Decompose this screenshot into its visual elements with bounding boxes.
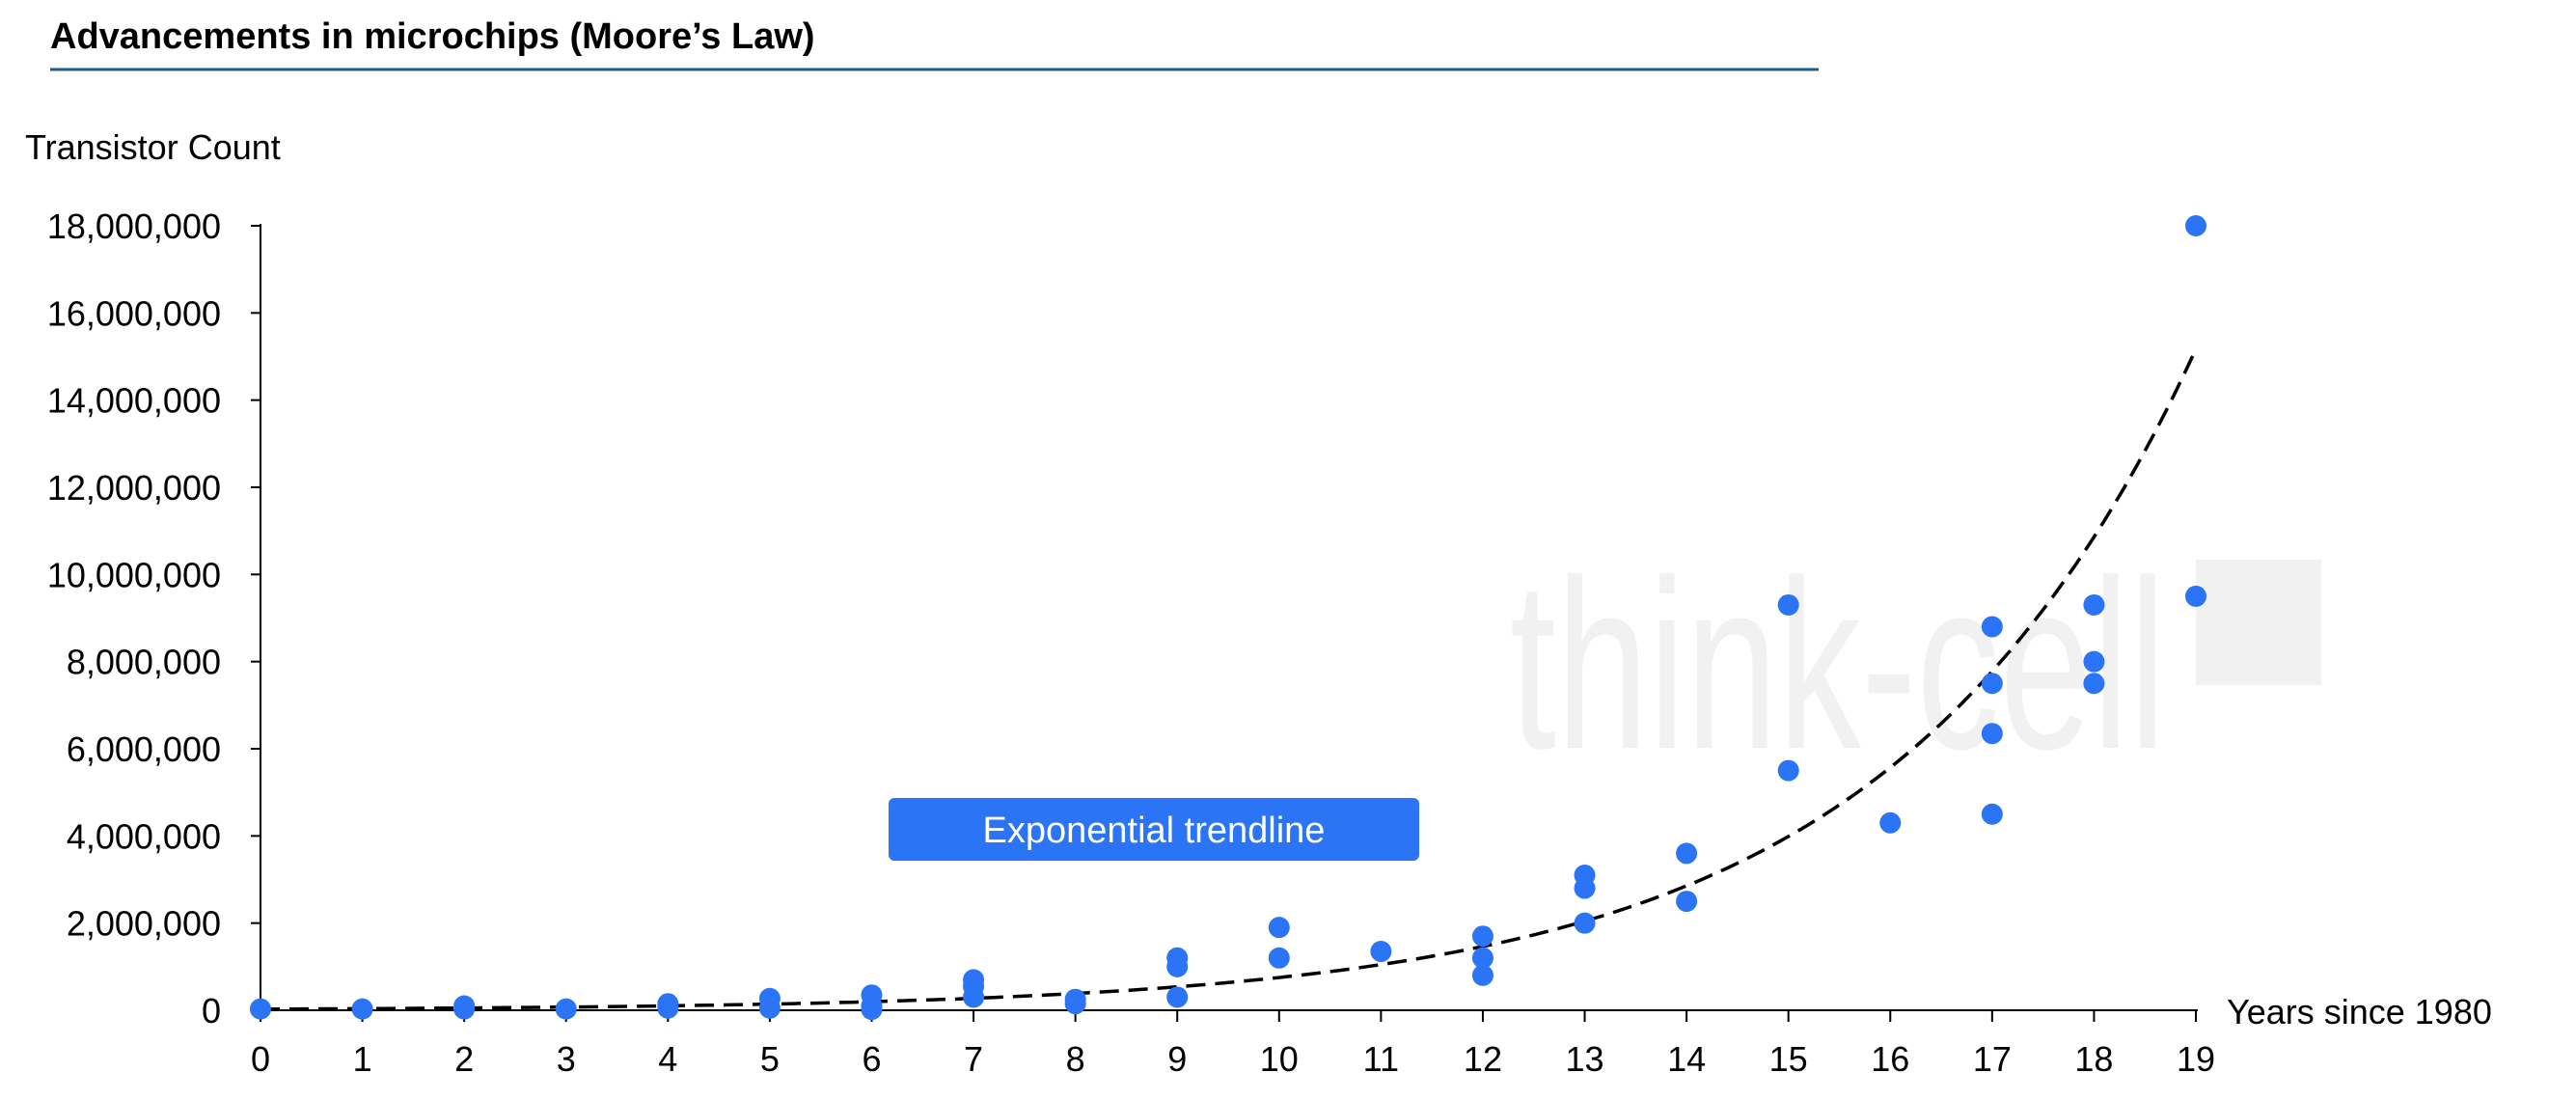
data-point: [1064, 993, 1086, 1015]
x-tick-label: 19: [2177, 1039, 2215, 1079]
data-point: [1268, 917, 1290, 939]
data-point: [1166, 986, 1189, 1008]
x-tick-label: 12: [1464, 1039, 1502, 1079]
data-point: [1471, 925, 1494, 948]
data-point: [1676, 842, 1698, 865]
data-point: [1166, 955, 1189, 977]
data-point: [1268, 947, 1290, 969]
data-point: [2185, 215, 2206, 236]
data-point: [1676, 891, 1698, 913]
y-tick-label: 12,000,000: [47, 468, 221, 508]
y-tick-label: 10,000,000: [47, 555, 221, 594]
data-point: [2185, 585, 2206, 607]
x-tick-label: 14: [1667, 1039, 1706, 1079]
x-tick-label: 17: [1973, 1039, 2012, 1079]
x-tick-label: 0: [251, 1039, 270, 1079]
y-axis-label: Transistor Count: [25, 127, 281, 167]
data-point: [861, 999, 883, 1021]
y-tick-label: 0: [202, 991, 221, 1031]
x-tick-label: 2: [454, 1039, 474, 1079]
y-tick-label: 16,000,000: [47, 293, 221, 333]
x-tick-label: 11: [1363, 1039, 1399, 1079]
data-point: [2083, 650, 2105, 673]
watermark-logo-icon: [2196, 560, 2321, 685]
chart-title: Advancements in microchips (Moore’s Law): [50, 16, 815, 57]
x-tick-label: 18: [2074, 1039, 2113, 1079]
watermark: think-cell: [1510, 530, 2321, 799]
data-point: [1981, 723, 2003, 745]
x-tick-label: 16: [1871, 1039, 1909, 1079]
x-tick-label: 4: [658, 1039, 677, 1079]
y-tick-label: 6,000,000: [67, 729, 221, 769]
y-tick-label: 4,000,000: [67, 816, 221, 856]
data-point: [555, 998, 577, 1020]
x-tick-label: 3: [557, 1039, 576, 1079]
data-point: [1471, 964, 1494, 986]
x-tick-label: 9: [1167, 1039, 1187, 1079]
data-point: [2083, 673, 2105, 695]
annotation-box: [889, 798, 1419, 861]
data-point: [351, 998, 373, 1020]
data-point: [1370, 941, 1392, 963]
data-point: [963, 986, 985, 1008]
x-axis-label: Years since 1980: [2227, 992, 2492, 1031]
x-tick-label: 7: [964, 1039, 983, 1079]
x-tick-label: 8: [1066, 1039, 1085, 1079]
data-point: [453, 998, 476, 1020]
x-tick-label: 10: [1260, 1039, 1299, 1079]
data-point: [1981, 803, 2003, 825]
y-tick-label: 18,000,000: [47, 206, 221, 246]
data-point: [1879, 811, 1902, 834]
data-point: [1574, 877, 1596, 899]
x-tick-label: 15: [1769, 1039, 1808, 1079]
x-tick-label: 13: [1566, 1039, 1604, 1079]
data-point: [1777, 759, 1799, 782]
data-point: [2083, 593, 2105, 616]
data-point: [1981, 616, 2003, 638]
data-point: [1471, 947, 1494, 969]
trendline: [260, 348, 2198, 1011]
data-point: [758, 997, 781, 1019]
data-point: [657, 997, 679, 1019]
x-tick-label: 5: [760, 1039, 780, 1079]
y-tick-label: 14,000,000: [47, 381, 221, 421]
x-tick-label: 6: [862, 1039, 881, 1079]
x-tick-label: 1: [353, 1039, 372, 1079]
annotation-text: Exponential trendline: [983, 811, 1326, 851]
data-point: [250, 998, 271, 1020]
data-point: [1981, 673, 2003, 695]
trendline-annotation: Exponential trendline: [889, 798, 1419, 861]
y-tick-label: 8,000,000: [67, 643, 221, 682]
watermark-text: think-cell: [1510, 530, 2166, 799]
y-tick-label: 2,000,000: [67, 904, 221, 944]
data-point: [1777, 593, 1799, 616]
data-point: [1574, 912, 1596, 934]
